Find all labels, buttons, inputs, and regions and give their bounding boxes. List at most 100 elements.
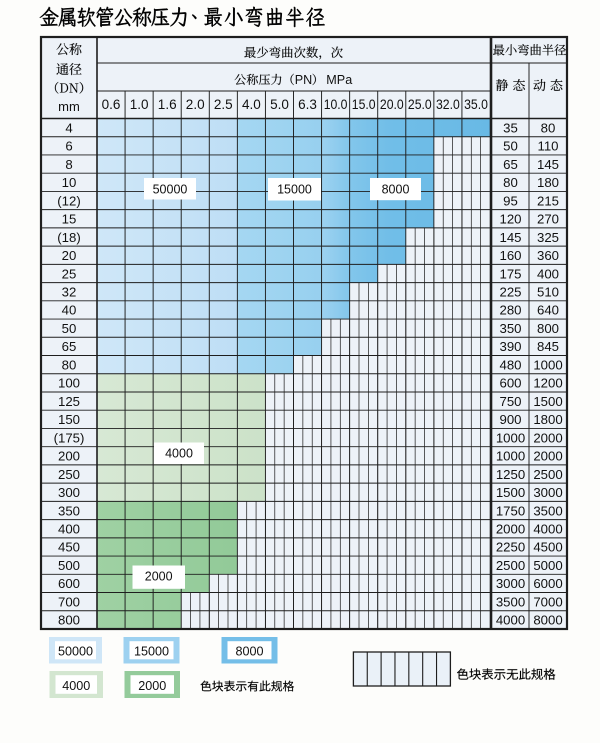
- svg-text:2000: 2000: [533, 449, 562, 464]
- svg-text:4.0: 4.0: [242, 97, 261, 112]
- svg-text:8: 8: [65, 157, 72, 172]
- svg-text:4500: 4500: [533, 540, 562, 555]
- svg-text:8000: 8000: [235, 645, 263, 659]
- svg-text:MPa: MPa: [326, 73, 352, 87]
- svg-text:80: 80: [503, 175, 518, 190]
- svg-text:15: 15: [62, 212, 77, 227]
- svg-text:750: 750: [499, 394, 521, 409]
- svg-text:50: 50: [503, 139, 518, 154]
- svg-text:15000: 15000: [134, 645, 169, 659]
- svg-text:(18): (18): [57, 230, 80, 245]
- svg-text:1000: 1000: [496, 449, 525, 464]
- svg-text:120: 120: [499, 212, 521, 227]
- svg-text:180: 180: [537, 175, 559, 190]
- svg-text:125: 125: [58, 394, 80, 409]
- svg-text:3000: 3000: [496, 576, 525, 591]
- svg-text:3500: 3500: [496, 594, 525, 609]
- svg-text:400: 400: [537, 266, 559, 281]
- svg-text:(12): (12): [57, 193, 80, 208]
- svg-text:160: 160: [499, 248, 521, 263]
- svg-text:6: 6: [65, 139, 72, 154]
- svg-text:80: 80: [62, 357, 77, 372]
- svg-text:0.6: 0.6: [102, 97, 121, 112]
- svg-text:300: 300: [58, 485, 80, 500]
- svg-text:35.0: 35.0: [464, 97, 488, 112]
- svg-text:225: 225: [499, 285, 521, 300]
- svg-text:215: 215: [537, 193, 559, 208]
- svg-text:800: 800: [58, 613, 80, 628]
- svg-text:2000: 2000: [496, 522, 525, 537]
- svg-text:400: 400: [58, 522, 80, 537]
- svg-text:25: 25: [62, 266, 77, 281]
- svg-text:1200: 1200: [533, 376, 562, 391]
- svg-text:2000: 2000: [533, 430, 562, 445]
- svg-text:450: 450: [58, 540, 80, 555]
- svg-text:80: 80: [541, 120, 556, 135]
- svg-text:1500: 1500: [533, 394, 562, 409]
- svg-text:270: 270: [537, 212, 559, 227]
- svg-text:600: 600: [499, 376, 521, 391]
- svg-text:5.0: 5.0: [270, 97, 289, 112]
- svg-text:845: 845: [537, 339, 559, 354]
- svg-text:500: 500: [58, 558, 80, 573]
- svg-text:3500: 3500: [533, 503, 562, 518]
- svg-text:360: 360: [537, 248, 559, 263]
- svg-text:4000: 4000: [533, 522, 562, 537]
- svg-text:640: 640: [537, 303, 559, 318]
- svg-text:35: 35: [503, 120, 518, 135]
- svg-text:145: 145: [499, 230, 521, 245]
- svg-text:7000: 7000: [533, 594, 562, 609]
- svg-text:4000: 4000: [496, 613, 525, 628]
- svg-text:2500: 2500: [496, 558, 525, 573]
- svg-text:4: 4: [65, 120, 72, 135]
- svg-text:325: 325: [537, 230, 559, 245]
- svg-text:25.0: 25.0: [408, 97, 432, 112]
- svg-text:100: 100: [58, 376, 80, 391]
- svg-text:145: 145: [537, 157, 559, 172]
- svg-text:4000: 4000: [165, 447, 193, 461]
- svg-text:175: 175: [499, 266, 521, 281]
- svg-text:1250: 1250: [496, 467, 525, 482]
- svg-text:1000: 1000: [496, 430, 525, 445]
- svg-text:280: 280: [499, 303, 521, 318]
- svg-text:32: 32: [62, 285, 77, 300]
- svg-text:700: 700: [58, 594, 80, 609]
- svg-text:20: 20: [62, 248, 77, 263]
- svg-text:95: 95: [503, 193, 518, 208]
- svg-text:390: 390: [499, 339, 521, 354]
- svg-text:8000: 8000: [382, 182, 410, 196]
- svg-text:40: 40: [62, 303, 77, 318]
- svg-text:6.3: 6.3: [298, 97, 317, 112]
- svg-text:800: 800: [537, 321, 559, 336]
- svg-text:10: 10: [62, 175, 77, 190]
- svg-text:6000: 6000: [533, 576, 562, 591]
- svg-text:50: 50: [62, 321, 77, 336]
- svg-text:1.6: 1.6: [158, 97, 177, 112]
- svg-text:1800: 1800: [533, 412, 562, 427]
- svg-text:600: 600: [58, 576, 80, 591]
- svg-text:3000: 3000: [533, 485, 562, 500]
- svg-text:1000: 1000: [533, 357, 562, 372]
- svg-text:200: 200: [58, 449, 80, 464]
- svg-text:480: 480: [499, 357, 521, 372]
- svg-text:900: 900: [499, 412, 521, 427]
- svg-text:2000: 2000: [145, 570, 173, 584]
- svg-text:2.0: 2.0: [186, 97, 205, 112]
- svg-text:50000: 50000: [153, 182, 188, 196]
- svg-text:150: 150: [58, 412, 80, 427]
- svg-text:4000: 4000: [62, 679, 90, 693]
- svg-text:250: 250: [58, 467, 80, 482]
- svg-text:15.0: 15.0: [352, 97, 376, 112]
- svg-text:2000: 2000: [138, 679, 166, 693]
- svg-text:PN: PN: [295, 73, 313, 87]
- svg-text:20.0: 20.0: [380, 97, 404, 112]
- svg-text:15000: 15000: [277, 182, 312, 196]
- svg-text:350: 350: [58, 503, 80, 518]
- svg-text:50000: 50000: [58, 645, 93, 659]
- svg-text:32.0: 32.0: [436, 97, 460, 112]
- svg-text:510: 510: [537, 285, 559, 300]
- svg-text:65: 65: [62, 339, 77, 354]
- svg-text:5000: 5000: [533, 558, 562, 573]
- svg-text:65: 65: [503, 157, 518, 172]
- svg-text:110: 110: [537, 139, 558, 154]
